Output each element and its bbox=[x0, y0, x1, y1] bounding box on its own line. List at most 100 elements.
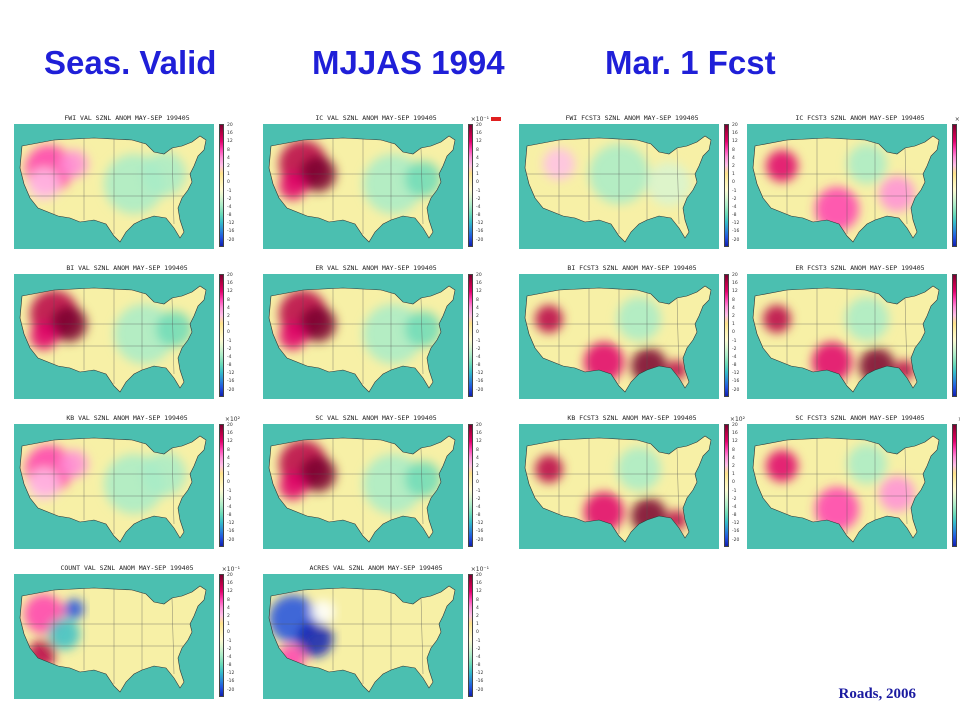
slide-title: Seas. Valid MJJAS 1994 Mar. 1 Fcst bbox=[0, 44, 960, 88]
colorbar-tick-label: -20 bbox=[732, 537, 740, 543]
colorbar-tick-label: -20 bbox=[227, 237, 235, 243]
colorbar-tick-label: -12 bbox=[476, 371, 484, 377]
colorbar-tick-label: 1 bbox=[732, 322, 735, 328]
colorbar-tick-label: -20 bbox=[732, 387, 740, 393]
colorbar-tick-label: -20 bbox=[227, 537, 235, 543]
colorbar-ticks: 20 16 12 8 4 2 1 0 -1 -2 -4 -8 -12 -16 -20 bbox=[732, 423, 754, 548]
colorbar-tick-label: -8 bbox=[227, 663, 232, 669]
colorbar-tick-label: -4 bbox=[732, 204, 737, 210]
colorbar-tick-label: 16 bbox=[476, 131, 482, 137]
title-center: MJJAS 1994 bbox=[312, 44, 505, 81]
colorbar-tick-label: -2 bbox=[227, 646, 232, 652]
colorbar-tick-label: -8 bbox=[732, 213, 737, 219]
colorbar-tick-label: -8 bbox=[476, 363, 481, 369]
colorbar-tick-label: 1 bbox=[476, 472, 479, 478]
colorbar-tick-label: 0 bbox=[476, 480, 479, 486]
colorbar-tick-label: -2 bbox=[227, 346, 232, 352]
colorbar-tick-label: 16 bbox=[227, 281, 233, 287]
colorbar bbox=[468, 424, 473, 547]
colorbar-tick-label: 2 bbox=[476, 313, 479, 319]
colorbar-tick-label: 1 bbox=[476, 622, 479, 628]
colorbar-tick-label: -2 bbox=[732, 346, 737, 352]
colorbar-tick-label: 8 bbox=[476, 447, 479, 453]
map-panel-er-fcst: ER FCST3 SZNL ANOM MAY-SEP 1994052016128… bbox=[746, 262, 960, 410]
colorbar-tick-label: 4 bbox=[732, 305, 735, 311]
colorbar-tick-label: -8 bbox=[227, 513, 232, 519]
colorbar-tick-label: 12 bbox=[227, 589, 233, 595]
colorbar-tick-label: 16 bbox=[227, 581, 233, 587]
colorbar-tick-label: 20 bbox=[732, 273, 738, 278]
colorbar-tick-label: 12 bbox=[732, 439, 738, 445]
colorbar-tick-label: -1 bbox=[476, 488, 481, 494]
map-panel-fwi-fcst: FWI FCST3 SZNL ANOM MAY-SEP 199405 20 16 12… bbox=[518, 112, 753, 260]
map-panel-kb-val: KB VAL SZNL ANOM MAY-SEP 199405 ×10² 20 16 1… bbox=[13, 412, 248, 560]
colorbar-tick-label: 0 bbox=[476, 630, 479, 636]
usa-anomaly-map bbox=[519, 274, 719, 399]
colorbar-tick-label: 16 bbox=[227, 431, 233, 437]
colorbar-tick-label: 1 bbox=[227, 622, 230, 628]
panel-title: ACRES VAL SZNL ANOM MAY-SEP 199405 bbox=[309, 564, 443, 572]
colorbar-tick-label: -2 bbox=[476, 646, 481, 652]
colorbar-ticks: 20 16 12 8 4 2 1 0 -1 -2 -4 -8 -12 -16 -20 bbox=[476, 123, 498, 248]
panel-title: BI VAL SZNL ANOM MAY-SEP 199405 bbox=[66, 264, 188, 272]
colorbar-tick-label: -16 bbox=[476, 529, 484, 535]
colorbar-tick-label: 8 bbox=[476, 297, 479, 303]
colorbar-tick-label: 1 bbox=[732, 472, 735, 478]
credit-text: Roads, 2006 bbox=[838, 686, 916, 702]
colorbar-tick-label: 2 bbox=[476, 463, 479, 469]
colorbar-tick-label: 8 bbox=[476, 597, 479, 603]
colorbar-tick-label: -1 bbox=[732, 338, 737, 344]
colorbar-tick-label: 8 bbox=[227, 147, 230, 153]
colorbar-tick-label: -16 bbox=[732, 379, 740, 385]
colorbar-tick-label: 2 bbox=[732, 463, 735, 469]
colorbar-tick-label: 8 bbox=[732, 297, 735, 303]
panel-title: FWI FCST3 SZNL ANOM MAY-SEP 199405 bbox=[565, 114, 699, 122]
panel-title: ER VAL SZNL ANOM MAY-SEP 199405 bbox=[315, 264, 437, 272]
panel-title: KB VAL SZNL ANOM MAY-SEP 199405 bbox=[66, 414, 188, 422]
colorbar-tick-label: -20 bbox=[732, 237, 740, 243]
colorbar-tick-label: -12 bbox=[227, 221, 235, 227]
colorbar-tick-label: -1 bbox=[227, 188, 232, 194]
colorbar-tick-label: -8 bbox=[476, 513, 481, 519]
colorbar-tick-label: -1 bbox=[732, 188, 737, 194]
colorbar-tick-label: 4 bbox=[227, 605, 230, 611]
colorbar-tick-label: 2 bbox=[227, 313, 230, 319]
map-panel-ic-val: IC VAL SZNL ANOM MAY-SEP 199405 ×10⁻¹ 20 16… bbox=[262, 112, 497, 260]
colorbar-tick-label: -2 bbox=[227, 196, 232, 202]
colorbar-tick-label: 16 bbox=[476, 431, 482, 437]
colorbar-tick-label: 4 bbox=[476, 305, 479, 311]
colorbar-tick-label: 16 bbox=[732, 131, 738, 137]
colorbar-tick-label: -16 bbox=[476, 379, 484, 385]
colorbar-tick-label: 12 bbox=[476, 289, 482, 295]
colorbar bbox=[724, 274, 729, 397]
colorbar-tick-label: -4 bbox=[476, 654, 481, 660]
usa-anomaly-map bbox=[747, 424, 947, 549]
colorbar-tick-label: -20 bbox=[476, 387, 484, 393]
colorbar bbox=[219, 424, 224, 547]
colorbar-tick-label: 2 bbox=[476, 163, 479, 169]
colorbar-tick-label: 2 bbox=[227, 613, 230, 619]
map-panel-acres-val: ACRES VAL SZNL ANOM MAY-SEP 199405 ×10⁻¹ 2… bbox=[262, 562, 497, 710]
colorbar-tick-label: 12 bbox=[476, 589, 482, 595]
colorbar-tick-label: 4 bbox=[476, 605, 479, 611]
panel-title: SC VAL SZNL ANOM MAY-SEP 199405 bbox=[315, 414, 437, 422]
colorbar-tick-label: -16 bbox=[732, 529, 740, 535]
colorbar-ticks: 20 16 12 8 4 2 1 0 -1 -2 -4 -8 -12 -16 -20 bbox=[227, 423, 249, 548]
colorbar-tick-label: -2 bbox=[732, 496, 737, 502]
usa-anomaly-map bbox=[14, 274, 214, 399]
colorbar bbox=[219, 124, 224, 247]
colorbar-tick-label: -8 bbox=[732, 363, 737, 369]
colorbar-tick-label: -20 bbox=[476, 537, 484, 543]
colorbar-tick-label: 4 bbox=[227, 155, 230, 161]
colorbar-tick-label: -12 bbox=[227, 521, 235, 527]
colorbar-tick-label: 0 bbox=[476, 330, 479, 336]
colorbar-tick-label: 20 bbox=[476, 573, 482, 578]
colorbar-tick-label: 1 bbox=[732, 172, 735, 178]
colorbar-tick-label: 4 bbox=[476, 455, 479, 461]
usa-anomaly-map bbox=[14, 574, 214, 699]
colorbar-tick-label: -1 bbox=[227, 338, 232, 344]
colorbar-tick-label: 8 bbox=[227, 297, 230, 303]
colorbar-tick-label: 8 bbox=[227, 597, 230, 603]
colorbar-tick-label: 1 bbox=[227, 322, 230, 328]
colorbar-tick-label: -12 bbox=[476, 221, 484, 227]
